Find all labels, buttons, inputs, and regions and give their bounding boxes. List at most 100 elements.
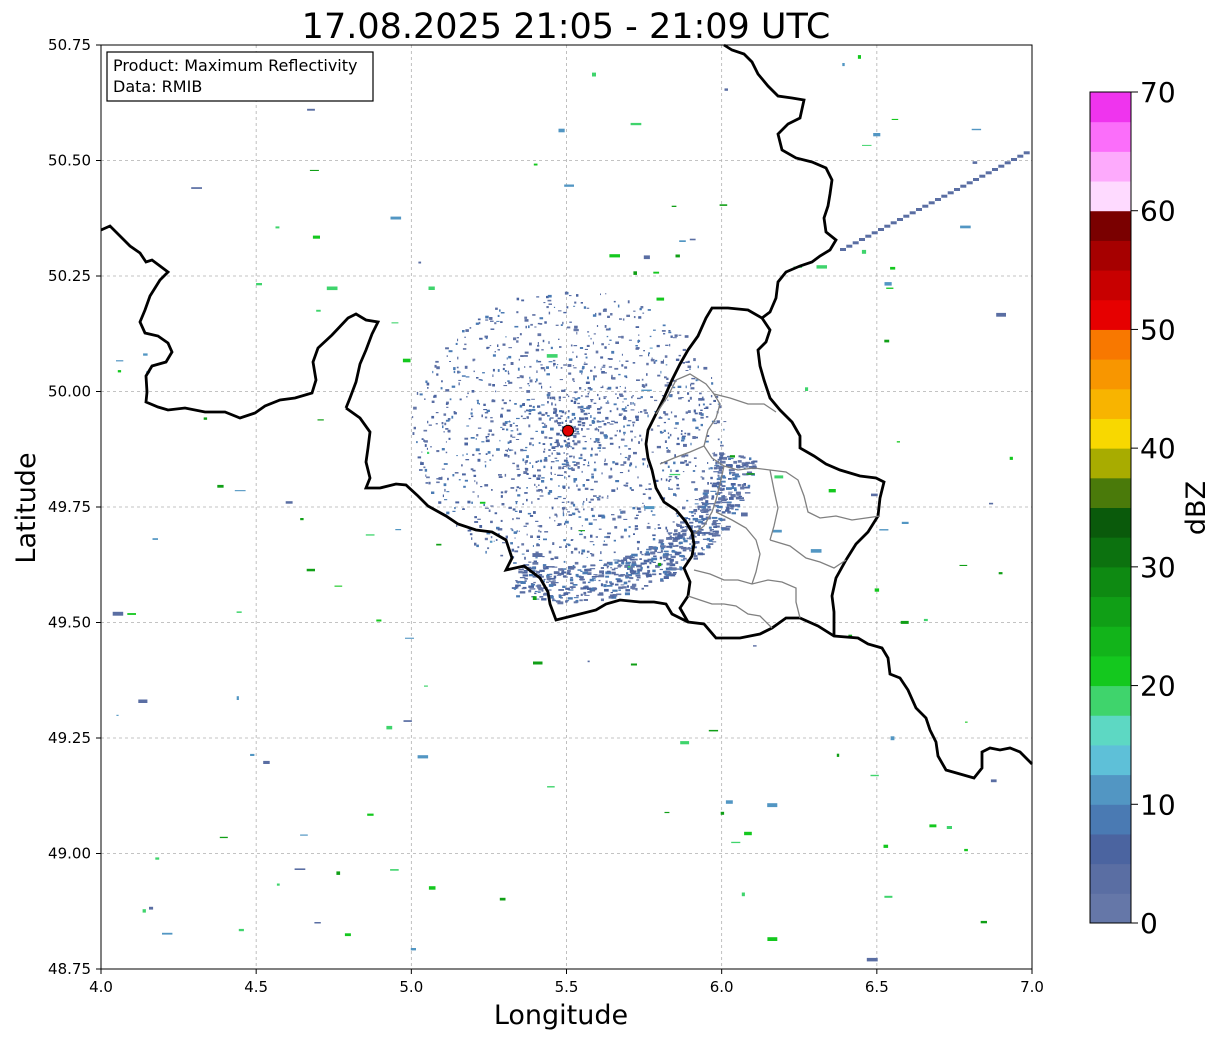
echo-speck [472, 358, 475, 362]
echo-speck [515, 501, 518, 505]
x-tick-label: 5.5 [555, 978, 579, 996]
echo-speck [534, 592, 537, 595]
echo-speck [625, 406, 627, 409]
echo-speck [564, 411, 566, 415]
echo-speck [391, 322, 399, 324]
echo-speck [562, 575, 567, 578]
echo-speck [608, 475, 612, 479]
echo-speck [729, 455, 735, 458]
echo-speck [694, 499, 698, 501]
echo-speck [717, 492, 723, 494]
echo-speck [584, 389, 586, 391]
echo-speck [632, 424, 635, 427]
echo-speck [584, 353, 587, 355]
echo-speck [632, 395, 634, 397]
echo-speck [504, 370, 507, 372]
echo-speck [390, 216, 402, 220]
echo-speck [476, 481, 478, 485]
echo-speck [294, 868, 306, 870]
echo-speck [720, 444, 724, 447]
echo-speck [636, 576, 641, 579]
echo-speck [441, 422, 444, 425]
echo-speck [721, 485, 726, 487]
echo-speck [604, 325, 607, 328]
echo-speck [683, 539, 688, 543]
echo-speck [637, 476, 639, 479]
echo-speck [639, 484, 642, 486]
echo-speck [707, 543, 714, 545]
border-be-fr [345, 406, 1033, 780]
echo-speck [545, 412, 548, 415]
echo-speck [751, 464, 757, 466]
echo-speck [656, 344, 660, 348]
echo-speck [558, 485, 560, 487]
echo-speck [737, 505, 741, 508]
echo-speck [582, 365, 585, 369]
echo-speck [487, 547, 490, 550]
echo-speck [1009, 456, 1013, 460]
echo-speck [511, 548, 515, 552]
echo-speck [661, 431, 664, 433]
echo-speck [524, 319, 529, 322]
echo-speck [444, 422, 447, 426]
echo-speck [587, 331, 590, 333]
echo-speck [676, 523, 680, 525]
echo-speck [695, 532, 701, 534]
echo-speck [484, 461, 487, 463]
echo-speck [677, 391, 680, 395]
echo-speck [624, 574, 630, 578]
echo-speck [574, 417, 576, 420]
echo-speck [563, 364, 567, 366]
echo-speck [474, 516, 477, 519]
echo-speck [523, 471, 528, 474]
colorbar-tick-label: 30 [1140, 551, 1176, 584]
echo-speck [443, 483, 447, 487]
echo-speck [624, 565, 628, 568]
echo-speck [731, 841, 741, 844]
x-tick-label: 4.5 [244, 978, 268, 996]
echo-speck [599, 421, 602, 423]
echo-speck [620, 584, 625, 586]
echo-speck [456, 455, 458, 457]
echo-speck [538, 489, 543, 491]
echo-speck [571, 447, 575, 450]
echo-speck [590, 498, 594, 501]
echo-speck [532, 474, 536, 478]
echo-speck [491, 433, 495, 436]
echo-speck [570, 446, 573, 448]
echo-speck [250, 753, 255, 756]
echo-speck [651, 557, 658, 561]
echo-speck [699, 532, 706, 534]
echo-speck [903, 214, 910, 218]
echo-speck [606, 535, 610, 539]
echo-speck [626, 314, 630, 317]
echo-speck [648, 483, 651, 485]
echo-speck [579, 576, 584, 579]
echo-speck [870, 774, 879, 777]
colorbar-band [1090, 833, 1131, 865]
echo-speck [716, 420, 720, 424]
echo-speck [590, 534, 593, 538]
echo-speck [640, 411, 643, 413]
echo-speck [573, 480, 576, 483]
echo-speck [671, 567, 677, 570]
echo-speck [577, 402, 580, 405]
echo-speck [613, 559, 620, 561]
echo-speck [555, 414, 559, 417]
echo-speck [525, 325, 527, 329]
echo-speck [539, 525, 543, 528]
echo-speck [436, 543, 442, 546]
echo-speck [570, 399, 573, 402]
echo-speck [713, 452, 715, 455]
echo-speck [646, 574, 652, 578]
echo-speck [519, 577, 526, 579]
echo-speck [652, 514, 656, 516]
echo-speck [571, 467, 574, 470]
echo-speck [588, 391, 590, 393]
echo-speck [635, 418, 639, 421]
echo-speck [565, 463, 570, 467]
echo-speck [517, 433, 520, 435]
echo-speck [569, 573, 572, 575]
echo-speck [668, 542, 674, 546]
colorbar-band [1090, 744, 1131, 776]
